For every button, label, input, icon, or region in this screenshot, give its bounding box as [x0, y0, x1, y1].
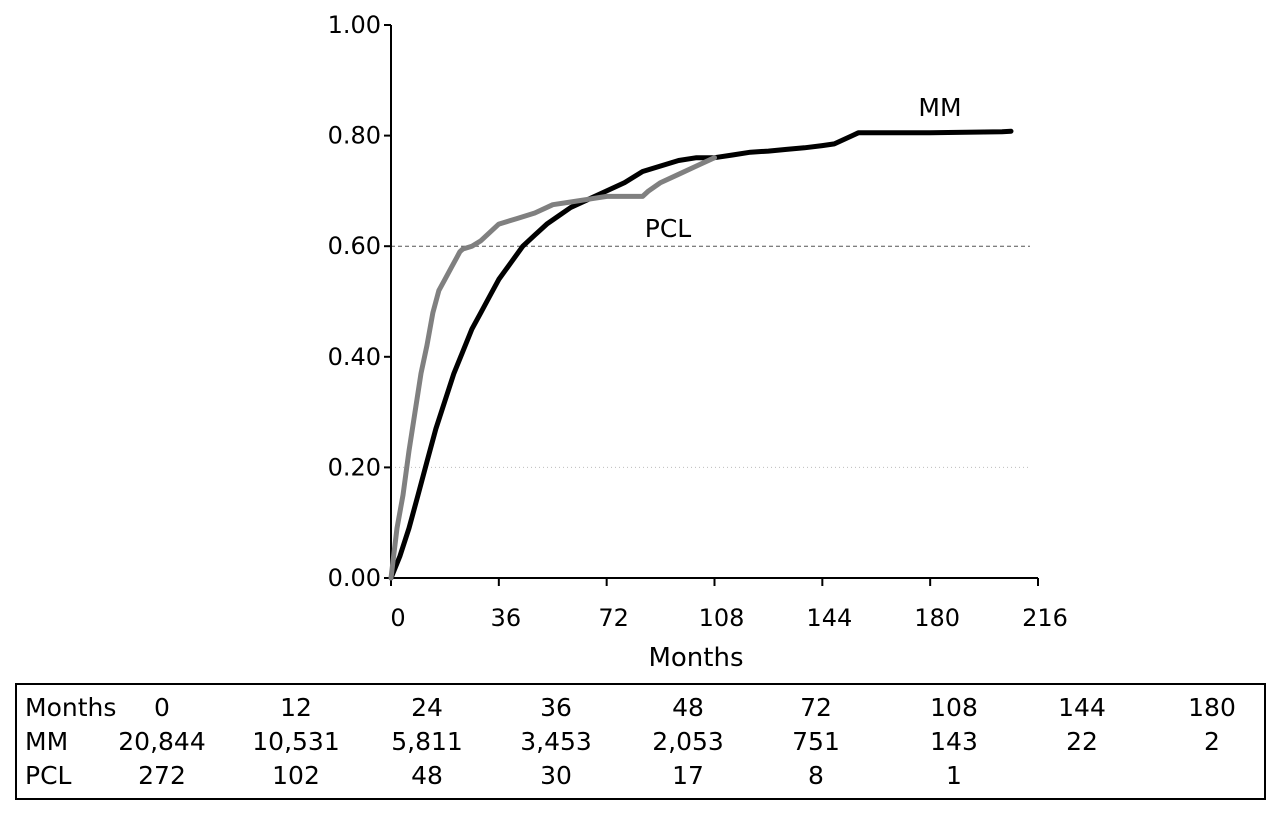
x-ticks: 0 36 72 108 144 180 216: [390, 578, 1068, 632]
risk-table-cell: 3,453: [520, 727, 592, 756]
y-ticks: 0.00 0.20 0.40 0.60 0.80 1.00: [328, 11, 391, 592]
series: [388, 128, 1014, 581]
risk-table-row-mm: MM 20,844 10,531 5,811 3,453 2,053 751 1…: [17, 727, 1264, 761]
risk-table-cell: 17: [672, 761, 704, 790]
risk-table-row-pcl: PCL 272 102 48 30 17 8 1: [17, 761, 1264, 795]
risk-table-header-cell: 144: [1058, 693, 1106, 722]
y-tick-label: 0.00: [328, 564, 381, 592]
series-label-mm: MM: [918, 93, 961, 122]
risk-table-cell: 2,053: [652, 727, 724, 756]
series-label-pcl: PCL: [645, 214, 692, 243]
reference-lines: [391, 245, 1030, 579]
risk-table-cell: 48: [411, 761, 443, 790]
risk-table-cell: 272: [138, 761, 186, 790]
numbers-at-risk-table: Months 0 12 24 36 48 72 108 144 180 MM 2…: [15, 683, 1266, 800]
series-line-mm: [388, 128, 1014, 581]
y-tick-label: 1.00: [328, 11, 381, 39]
x-tick-label: 0: [390, 604, 405, 632]
x-tick-label: 144: [806, 604, 852, 632]
risk-table-header-cell: 108: [930, 693, 978, 722]
x-tick-label: 108: [699, 604, 745, 632]
y-tick-label: 0.80: [328, 122, 381, 150]
risk-table-cell: 1: [946, 761, 962, 790]
risk-table-header-label: Months: [25, 693, 117, 722]
x-tick-label: 216: [1022, 604, 1068, 632]
x-tick-label: 36: [491, 604, 522, 632]
risk-table-header-cell: 0: [154, 693, 170, 722]
series-line-pcl: [388, 155, 717, 581]
risk-table-cell: 102: [272, 761, 320, 790]
y-tick-label: 0.20: [328, 453, 381, 481]
x-axis-title: Months: [648, 643, 743, 673]
y-tick-label: 0.60: [328, 232, 381, 260]
risk-table-header-row: Months 0 12 24 36 48 72 108 144 180: [17, 693, 1264, 727]
x-tick-label: 72: [598, 604, 629, 632]
risk-table-cell: 20,844: [118, 727, 206, 756]
risk-table-cell: 8: [808, 761, 824, 790]
risk-table-cell: 10,531: [252, 727, 340, 756]
y-tick-label: 0.40: [328, 343, 381, 371]
risk-table-cell: 5,811: [391, 727, 463, 756]
risk-table-header-cell: 48: [672, 693, 704, 722]
risk-table-header-cell: 180: [1188, 693, 1236, 722]
risk-table-cell: 30: [540, 761, 572, 790]
risk-table-cell: 2: [1204, 727, 1220, 756]
risk-table-header-cell: 24: [411, 693, 443, 722]
risk-table-row-label: MM: [25, 727, 69, 756]
risk-table-row-label: PCL: [25, 761, 72, 790]
risk-table-header-cell: 36: [540, 693, 572, 722]
risk-table-header-cell: 12: [280, 693, 312, 722]
risk-table-cell: 751: [792, 727, 840, 756]
risk-table-cell: 22: [1066, 727, 1098, 756]
risk-table-cell: 143: [930, 727, 978, 756]
x-tick-label: 180: [914, 604, 960, 632]
chart: 0.00 0.20 0.40 0.60 0.80 1.00 0 36 72 108 144 180 2…: [328, 11, 1068, 673]
risk-table-header-cell: 72: [800, 693, 832, 722]
